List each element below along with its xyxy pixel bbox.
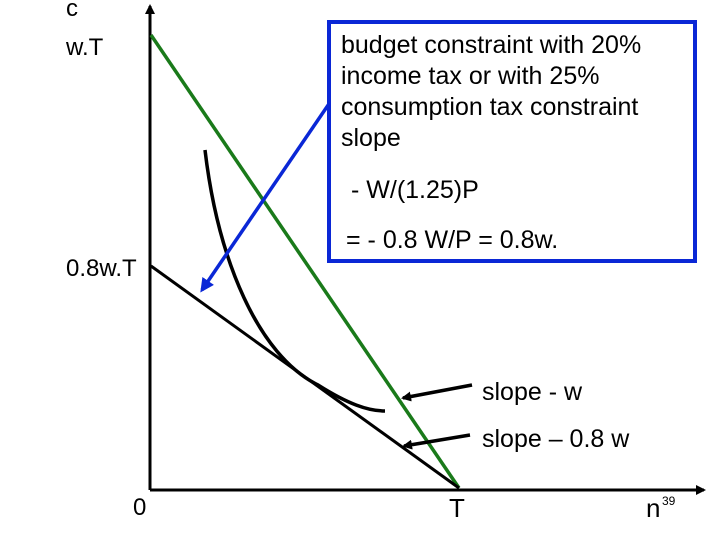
callout-line-5: - W/(1.25)P bbox=[351, 176, 479, 204]
origin-label: 0 bbox=[133, 494, 146, 521]
original-budget-line bbox=[149, 34, 461, 489]
callout-line-1: budget constraint with 20% bbox=[341, 31, 642, 59]
indifference-curve bbox=[203, 149, 386, 413]
callout-line-2: income tax or with 25% bbox=[341, 62, 600, 90]
x-T-label: T bbox=[449, 493, 465, 523]
slope-w-label: slope - w bbox=[482, 378, 583, 406]
y-top-label: w.T bbox=[65, 34, 104, 61]
slope-08w-label: slope – 0.8 w bbox=[482, 425, 630, 453]
y-mid-label: 0.8w.T bbox=[66, 255, 137, 282]
x-axis-label: n bbox=[646, 493, 660, 523]
slope-08w-arrow bbox=[402, 433, 471, 450]
y-axis-label: c bbox=[66, 0, 78, 22]
budget-constraint-callout: budget constraint with 20% income tax or… bbox=[327, 20, 697, 263]
callout-line-4: slope bbox=[341, 124, 401, 152]
callout-arrow bbox=[200, 94, 337, 293]
callout-line-3: consumption tax constraint bbox=[341, 93, 639, 121]
callout-line-6: = - 0.8 W/P = 0.8w. bbox=[346, 226, 559, 254]
slide-number: 39 bbox=[662, 494, 676, 508]
slope-w-arrow bbox=[401, 383, 473, 402]
